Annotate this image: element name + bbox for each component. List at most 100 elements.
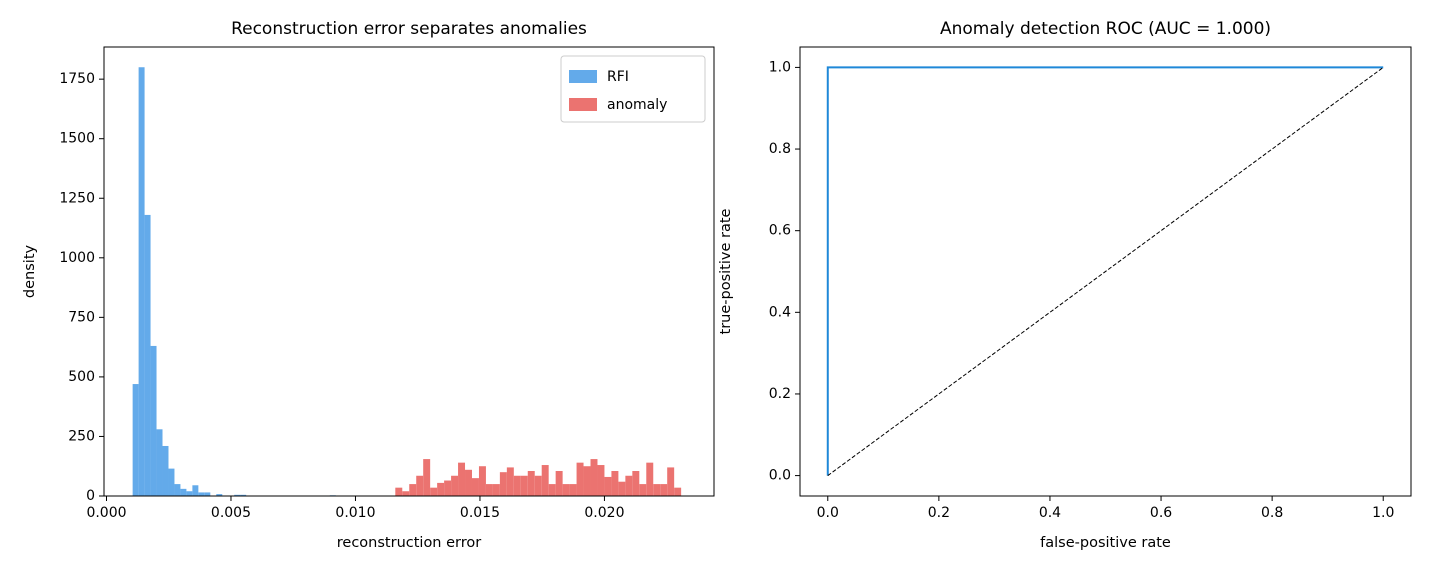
histogram-bar xyxy=(437,482,445,496)
histogram-bar xyxy=(138,67,145,496)
x-tick-label: 0.0 xyxy=(817,505,839,521)
histogram-bar xyxy=(562,484,570,496)
histogram-bar xyxy=(527,470,535,496)
axes-frame xyxy=(799,46,1412,497)
y-tick-label: 500 xyxy=(68,369,95,385)
histogram-bar xyxy=(144,214,151,496)
histogram-bar xyxy=(576,462,584,496)
legend-swatch xyxy=(569,98,597,111)
histogram-bar xyxy=(444,480,452,496)
histogram-bar xyxy=(541,465,549,496)
histogram-bar xyxy=(667,467,675,496)
histogram-bar xyxy=(150,345,157,496)
y-axis-label: true-positive rate xyxy=(718,208,734,334)
histogram-bar xyxy=(430,487,438,496)
histogram-bar xyxy=(168,468,175,496)
histogram-bar xyxy=(458,462,466,496)
y-tick-label: 0.6 xyxy=(769,223,791,239)
histogram-bar xyxy=(506,467,514,496)
plot-area xyxy=(132,67,682,496)
histogram-bar xyxy=(416,475,424,496)
histogram-bar xyxy=(478,466,486,496)
chart-title: Reconstruction error separates anomalies xyxy=(231,19,587,39)
histogram-bar xyxy=(618,481,626,496)
chart-title: Anomaly detection ROC (AUC = 1.000) xyxy=(940,19,1271,39)
histogram-bar xyxy=(604,476,612,496)
histogram-bar xyxy=(646,462,654,496)
histogram-bar xyxy=(192,485,199,496)
y-axis-label: density xyxy=(22,245,38,299)
y-tick-label: 1750 xyxy=(59,71,95,87)
histogram-bar xyxy=(548,484,556,496)
histogram-bar xyxy=(395,487,403,496)
y-tick-label: 1500 xyxy=(59,131,95,147)
legend-label: anomaly xyxy=(607,97,667,113)
y-tick-label: 0 xyxy=(86,488,95,504)
histogram-bar xyxy=(485,484,493,496)
x-tick-label: 0.015 xyxy=(460,505,500,521)
histogram-bar xyxy=(234,494,241,496)
y-tick-label: 1250 xyxy=(59,190,95,206)
y-tick-label: 1000 xyxy=(59,250,95,266)
y-tick-label: 0.4 xyxy=(769,304,791,320)
line xyxy=(826,66,1384,476)
y-tick-label: 0.8 xyxy=(769,141,791,157)
panel: Anomaly detection ROC (AUC = 1.000) false… xyxy=(718,19,1412,551)
histogram-bar xyxy=(451,475,459,496)
y-tick-label: 0.2 xyxy=(769,386,791,402)
axes-frame xyxy=(103,46,715,497)
histogram-bar xyxy=(162,445,169,496)
histogram-bar xyxy=(132,384,139,496)
histogram-bar xyxy=(492,484,500,496)
legend: RFI anomaly xyxy=(560,55,706,123)
histogram-bar xyxy=(499,472,507,496)
histogram-bar xyxy=(186,491,193,496)
histogram-bar xyxy=(674,487,682,496)
x-axis-label: reconstruction error xyxy=(337,535,481,551)
panel: Reconstruction error separates anomalies… xyxy=(22,19,715,551)
histogram-bar xyxy=(409,484,417,496)
x-tick-label: 0.8 xyxy=(1261,505,1283,521)
histogram-bar xyxy=(465,469,472,496)
histogram-bar xyxy=(590,459,598,496)
histogram-bar xyxy=(513,475,521,496)
line xyxy=(827,67,1384,476)
x-axis-label: false-positive rate xyxy=(1040,535,1171,551)
histogram-bar xyxy=(216,494,223,496)
y-tick-label: 1.0 xyxy=(769,59,791,75)
histogram-bar xyxy=(402,491,410,496)
histogram-bar xyxy=(597,465,605,496)
plot-area xyxy=(826,66,1384,476)
histogram-bar xyxy=(198,492,205,496)
histogram-bar xyxy=(204,492,211,496)
histogram-bar xyxy=(569,484,577,496)
histogram-bar xyxy=(471,478,479,496)
histogram-bar xyxy=(180,488,187,496)
x-tick-label: 0.2 xyxy=(928,505,950,521)
x-tick-label: 0.010 xyxy=(335,505,375,521)
legend-swatch xyxy=(569,70,597,83)
x-tick-label: 0.020 xyxy=(584,505,624,521)
histogram-bar xyxy=(653,484,661,496)
x-tick-label: 0.005 xyxy=(211,505,251,521)
legend-label: RFI xyxy=(607,69,629,85)
x-tick-label: 0.000 xyxy=(86,505,126,521)
histogram-bar xyxy=(639,484,647,496)
y-tick-label: 0.0 xyxy=(769,468,791,484)
histogram-bar xyxy=(240,494,247,496)
histogram-bar xyxy=(555,470,563,496)
x-tick-label: 1.0 xyxy=(1372,505,1394,521)
y-tick-label: 750 xyxy=(68,309,95,325)
histogram-bar xyxy=(632,470,640,496)
x-tick-label: 0.6 xyxy=(1150,505,1172,521)
histogram-bar xyxy=(423,459,431,496)
y-tick-label: 250 xyxy=(68,428,95,444)
histogram-bar xyxy=(660,484,668,496)
histogram-bar xyxy=(174,484,181,496)
histogram-bar xyxy=(611,470,619,496)
histogram-bar xyxy=(156,429,163,496)
histogram-bar xyxy=(520,475,528,496)
histogram-bar xyxy=(583,466,591,496)
histogram-bar xyxy=(534,475,542,496)
